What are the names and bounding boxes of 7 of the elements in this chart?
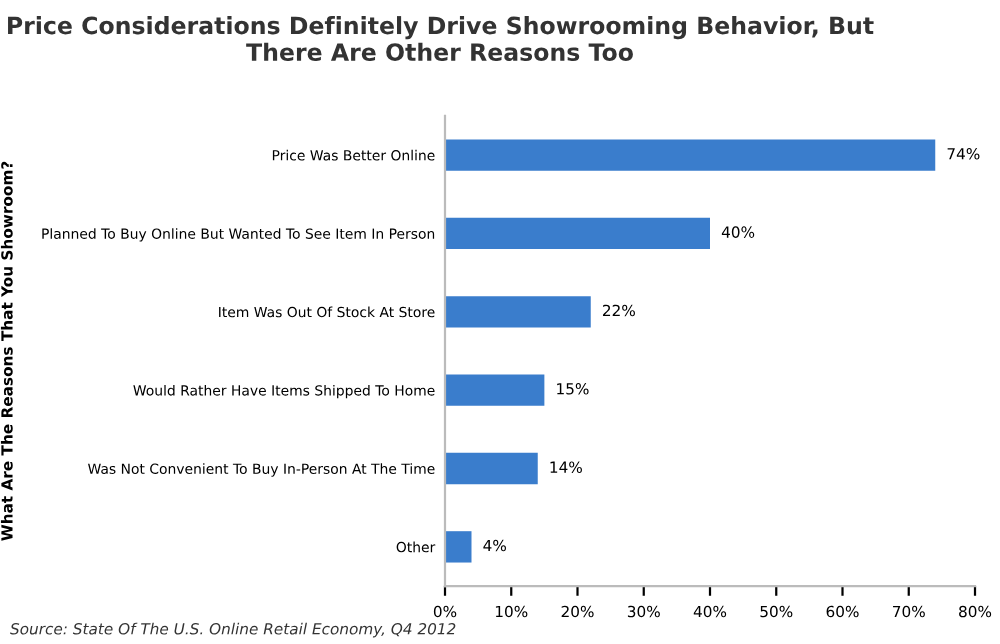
bar: [445, 531, 472, 563]
bar: [445, 217, 710, 250]
bar: [445, 139, 936, 171]
bar: [445, 452, 538, 485]
bar: [445, 296, 591, 328]
bar: [445, 374, 545, 406]
chart-title: Price Considerations Definitely Drive Showrooming Behavior, But There Are Other Reasons Too: [8, 16, 874, 61]
